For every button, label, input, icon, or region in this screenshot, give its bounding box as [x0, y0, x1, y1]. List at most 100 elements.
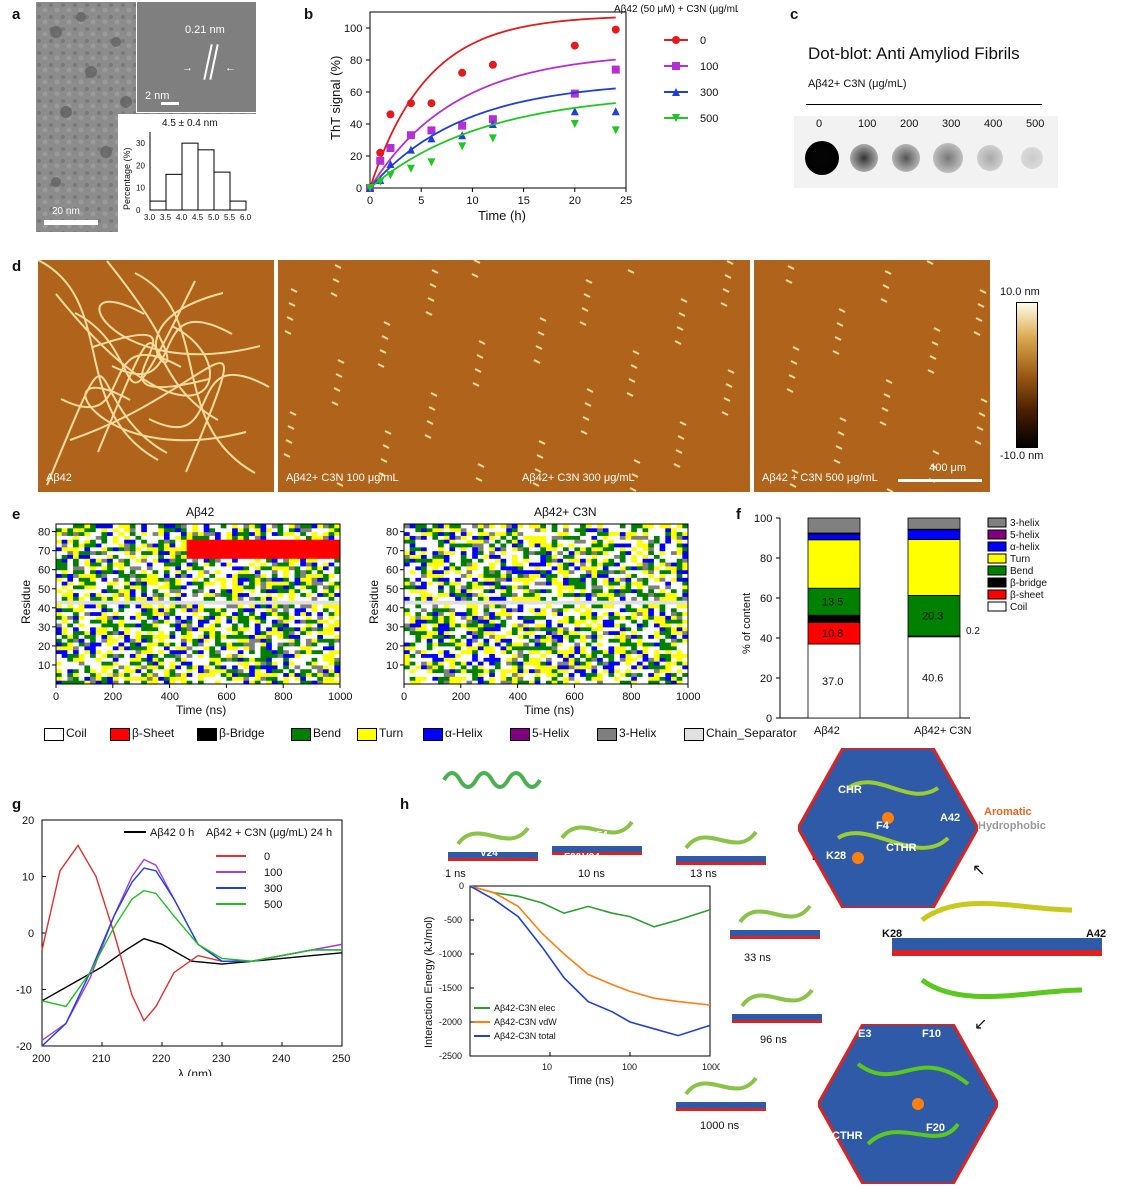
dssp-cell: [192, 623, 198, 627]
dssp-cell: [648, 638, 654, 642]
dssp-cell: [243, 581, 249, 585]
dssp-cell: [444, 532, 450, 536]
dssp-cell: [215, 676, 221, 680]
dssp-cell: [158, 623, 164, 627]
dssp-cell: [506, 619, 512, 623]
dssp-cell: [300, 600, 306, 604]
dssp-cell: [608, 642, 614, 646]
legend-swatch: [988, 554, 1006, 563]
dssp-cell: [648, 558, 654, 562]
dssp-cell: [107, 650, 113, 654]
dssp-cell: [204, 551, 210, 555]
dssp-cell: [540, 600, 546, 604]
dssp-cell: [427, 623, 433, 627]
dssp-cell: [113, 585, 119, 589]
oligomer: [383, 445, 389, 448]
dssp-cell: [243, 589, 249, 593]
dssp-cell: [677, 577, 683, 581]
dssp-cell: [512, 574, 518, 578]
dssp-cell: [187, 638, 193, 642]
dssp-cell: [660, 562, 666, 566]
dssp-cell: [506, 528, 512, 532]
dssp-cell: [323, 646, 329, 650]
dssp-cell: [506, 558, 512, 562]
dssp-cell: [107, 631, 113, 635]
dssp-cell: [329, 539, 335, 543]
dssp-cell: [249, 608, 255, 612]
dssp-cell: [461, 676, 467, 680]
dssp-cell: [306, 524, 312, 528]
dssp-cell: [631, 623, 637, 627]
label-k28-side: K28: [882, 928, 902, 940]
dssp-cell: [654, 669, 660, 673]
tick-label: 200: [104, 691, 122, 703]
dssp-cell: [84, 543, 90, 547]
dssp-cell: [557, 646, 563, 650]
tick-label: 10: [386, 660, 398, 672]
dssp-cell: [626, 642, 632, 646]
dssp-cell: [563, 665, 569, 669]
legend-label: β-Bridge: [219, 726, 265, 740]
dssp-cell: [455, 566, 461, 570]
dssp-cell: [478, 634, 484, 638]
dssp-cell: [574, 673, 580, 677]
dssp-cell: [608, 646, 614, 650]
dssp-cell: [255, 657, 261, 661]
dssp-cell: [614, 665, 620, 669]
dssp-cell: [226, 654, 232, 658]
dssp-cell: [96, 577, 102, 581]
dssp-cell: [226, 574, 232, 578]
dssp-cell: [512, 570, 518, 574]
dssp-cell: [56, 661, 62, 665]
dssp-cell: [272, 608, 278, 612]
dssp-cell: [643, 574, 649, 578]
dssp-cell: [438, 661, 444, 665]
dssp-cell: [455, 585, 461, 589]
oligomer: [836, 446, 842, 449]
dssp-cell: [637, 661, 643, 665]
dssp-cell: [243, 600, 249, 604]
dssp-cell: [449, 657, 455, 661]
dssp-cell: [249, 547, 255, 551]
dssp-cell: [221, 661, 227, 665]
dssp-cell: [170, 623, 176, 627]
oligomer: [333, 279, 339, 282]
dssp-cell: [238, 615, 244, 619]
dssp-cell: [266, 604, 272, 608]
label-f20-bottom: F20: [926, 1122, 945, 1134]
dssp-cell: [518, 650, 524, 654]
dssp-cell: [101, 566, 107, 570]
dssp-cell: [226, 665, 232, 669]
dssp-cell: [84, 600, 90, 604]
dssp-cell: [243, 535, 249, 539]
dssp-cell: [323, 535, 329, 539]
dssp-cell: [141, 554, 147, 558]
dssp-cell: [591, 581, 597, 585]
dssp-cell: [272, 673, 278, 677]
dssp-cell: [495, 619, 501, 623]
dssp-cell: [427, 627, 433, 631]
dssp-cell: [626, 566, 632, 570]
dssp-cell: [141, 596, 147, 600]
dssp-cell: [153, 608, 159, 612]
dssp-cell: [466, 543, 472, 547]
dssp-cell: [677, 657, 683, 661]
dssp-cell: [523, 665, 529, 669]
dssp-cell: [153, 535, 159, 539]
dssp-cell: [557, 634, 563, 638]
dssp-cell: [209, 570, 215, 574]
oligomer: [479, 341, 485, 344]
dssp-cell: [472, 604, 478, 608]
dssp-cell: [79, 612, 85, 616]
dssp-cell: [466, 566, 472, 570]
dssp-cell: [124, 608, 130, 612]
dssp-cell: [329, 543, 335, 547]
dssp-cell: [312, 646, 318, 650]
dssp-cell: [631, 665, 637, 669]
dssp-cell: [608, 619, 614, 623]
dssp-cell: [158, 547, 164, 551]
dssp-cell: [101, 619, 107, 623]
dssp-cell: [118, 551, 124, 555]
dssp-cell: [329, 661, 335, 665]
dssp-cell: [215, 570, 221, 574]
